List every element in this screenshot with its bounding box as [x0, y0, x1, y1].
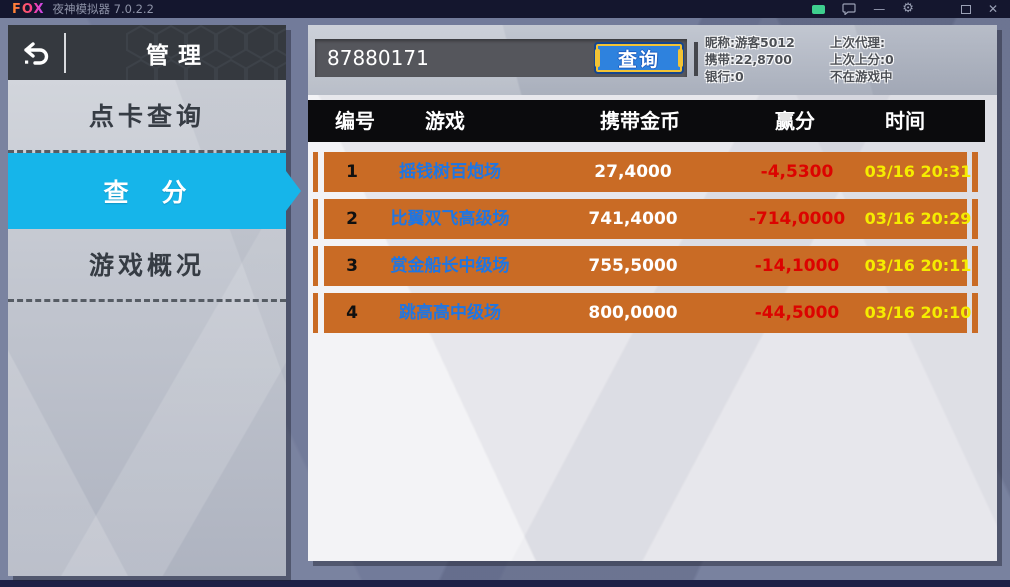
app-background: 管理 点卡查询 查 分 游戏概况 87880171 查询: [0, 18, 1010, 580]
player-info: 昵称:游客5012 携带:22,8700 银行:0 上次代理: 上次上分:0 不…: [705, 34, 894, 85]
sidebar-title: 管理: [146, 42, 210, 69]
row-number: 4: [346, 303, 358, 323]
vertical-divider: [694, 42, 698, 76]
row-accent-stripe: [972, 246, 978, 286]
column-header: 携带金币: [600, 109, 680, 133]
back-arrow-icon: [24, 41, 49, 65]
sidebar-menu: 点卡查询 查 分 游戏概况: [8, 80, 301, 302]
player-carry: 携带:22,8700: [705, 52, 792, 67]
row-game-name: 摇钱树百炮场: [399, 162, 501, 182]
sidebar-header: 管理: [8, 25, 286, 80]
row-game-name: 比翼双飞高级场: [390, 209, 510, 229]
sidebar-item-label: 查 分: [103, 178, 191, 207]
sidebar-item-label: 点卡查询: [88, 102, 205, 131]
minimize-button[interactable]: —: [873, 2, 886, 16]
chat-bubble-icon[interactable]: [842, 3, 856, 15]
row-carried-gold: 741,4000: [588, 209, 678, 229]
row-game-name: 跳高高中级场: [399, 303, 501, 323]
last-agent: 上次代理:: [830, 35, 885, 50]
row-number: 1: [346, 162, 358, 182]
settings-gear-icon[interactable]: ⚙: [902, 1, 914, 16]
row-carried-gold: 800,0000: [588, 303, 678, 323]
row-accent-stripe: [972, 152, 978, 192]
sidebar-item-score-query[interactable]: 查 分: [8, 153, 301, 229]
row-win-score: -14,1000: [754, 256, 840, 276]
search-box: 87880171 查询: [315, 39, 687, 77]
row-time: 03/16 20:31: [864, 162, 972, 181]
query-toolbar: 87880171 查询 昵称:游客5012 携带:22,8700 银行:0 上次…: [308, 25, 997, 95]
sidebar-item-label: 游戏概况: [88, 251, 205, 280]
row-bar: 1 摇钱树百炮场 27,4000 -4,5300 03/16 20:31: [324, 152, 971, 192]
player-bank: 银行:0: [705, 69, 744, 84]
table-body: 1 摇钱树百炮场 27,4000 -4,5300 03/16 20:31 2 比翼双飞高级场…: [308, 152, 997, 340]
nox-logo: FOX: [12, 2, 45, 17]
row-bar: 4 跳高高中级场 800,0000 -44,5000 03/16 20:10: [324, 293, 971, 333]
status-badge-icon[interactable]: [812, 4, 826, 14]
results-area: 编号 游戏 携带金币 赢分 时间 1 摇钱树百炮场 27,4000 -4,5300 03/16 …: [308, 95, 997, 561]
row-time: 03/16 20:11: [864, 256, 972, 275]
row-win-score: -4,5300: [760, 162, 834, 182]
main-panel: 87880171 查询 昵称:游客5012 携带:22,8700 银行:0 上次…: [308, 25, 997, 561]
player-nickname: 昵称:游客5012: [705, 35, 795, 50]
row-time: 03/16 20:29: [864, 209, 972, 228]
row-time: 03/16 20:10: [864, 303, 972, 322]
row-number: 3: [346, 256, 358, 276]
maximize-button[interactable]: [960, 4, 971, 14]
last-topup: 上次上分:0: [830, 52, 894, 67]
row-accent-stripe: [313, 152, 318, 192]
row-win-score: -44,5000: [754, 303, 840, 323]
header-divider: [64, 32, 66, 73]
column-header: 时间: [885, 109, 925, 133]
table-row[interactable]: 3 赏金船长中级场 755,5000 -14,1000 03/16 20:11: [308, 246, 997, 286]
button-gold-accent: [678, 49, 683, 67]
hexagon-pattern-decoration: [126, 25, 286, 80]
sidebar-item-game-overview[interactable]: 游戏概况: [8, 229, 286, 299]
row-carried-gold: 755,5000: [588, 256, 678, 276]
close-button[interactable]: ✕: [987, 2, 998, 16]
button-gold-accent: [595, 49, 600, 67]
row-accent-stripe: [313, 293, 318, 333]
row-accent-stripe: [313, 246, 318, 286]
player-id-input[interactable]: 87880171: [327, 46, 429, 70]
query-button-label: 查询: [617, 49, 660, 71]
row-carried-gold: 27,4000: [594, 162, 672, 182]
column-header: 游戏: [425, 109, 465, 133]
ingame-status: 不在游戏中: [830, 69, 893, 84]
row-accent-stripe: [972, 293, 978, 333]
row-number: 2: [346, 209, 358, 229]
row-bar: 3 赏金船长中级场 755,5000 -14,1000 03/16 20:11: [324, 246, 971, 286]
row-bar: 2 比翼双飞高级场 741,4000 -714,0000 03/16 20:29: [324, 199, 971, 239]
column-header: 编号: [335, 109, 375, 133]
row-win-score: -714,0000: [748, 209, 846, 229]
window-titlebar: FOX 夜神模拟器 7.0.2.2 — ⚙ ✕: [0, 0, 1010, 18]
column-header: 赢分: [775, 109, 815, 133]
dashed-divider: [8, 150, 286, 153]
dashed-divider: [8, 299, 286, 302]
query-button[interactable]: 查询: [594, 42, 684, 74]
taskbar-strip: [0, 580, 1010, 587]
table-row[interactable]: 2 比翼双飞高级场 741,4000 -714,0000 03/16 20:29: [308, 199, 997, 239]
sidebar-panel: 管理 点卡查询 查 分 游戏概况: [8, 25, 301, 576]
table-row[interactable]: 4 跳高高中级场 800,0000 -44,5000 03/16 20:10: [308, 293, 997, 333]
row-accent-stripe: [972, 199, 978, 239]
row-accent-stripe: [313, 199, 318, 239]
table-row[interactable]: 1 摇钱树百炮场 27,4000 -4,5300 03/16 20:31: [308, 152, 997, 192]
table-header: 编号 游戏 携带金币 赢分 时间: [308, 100, 985, 142]
window-title: 夜神模拟器 7.0.2.2: [52, 2, 154, 16]
back-button[interactable]: [8, 25, 64, 80]
selected-item-arrow: [286, 171, 301, 211]
row-game-name: 赏金船长中级场: [390, 256, 510, 276]
sidebar-item-card-query[interactable]: 点卡查询: [8, 80, 286, 150]
